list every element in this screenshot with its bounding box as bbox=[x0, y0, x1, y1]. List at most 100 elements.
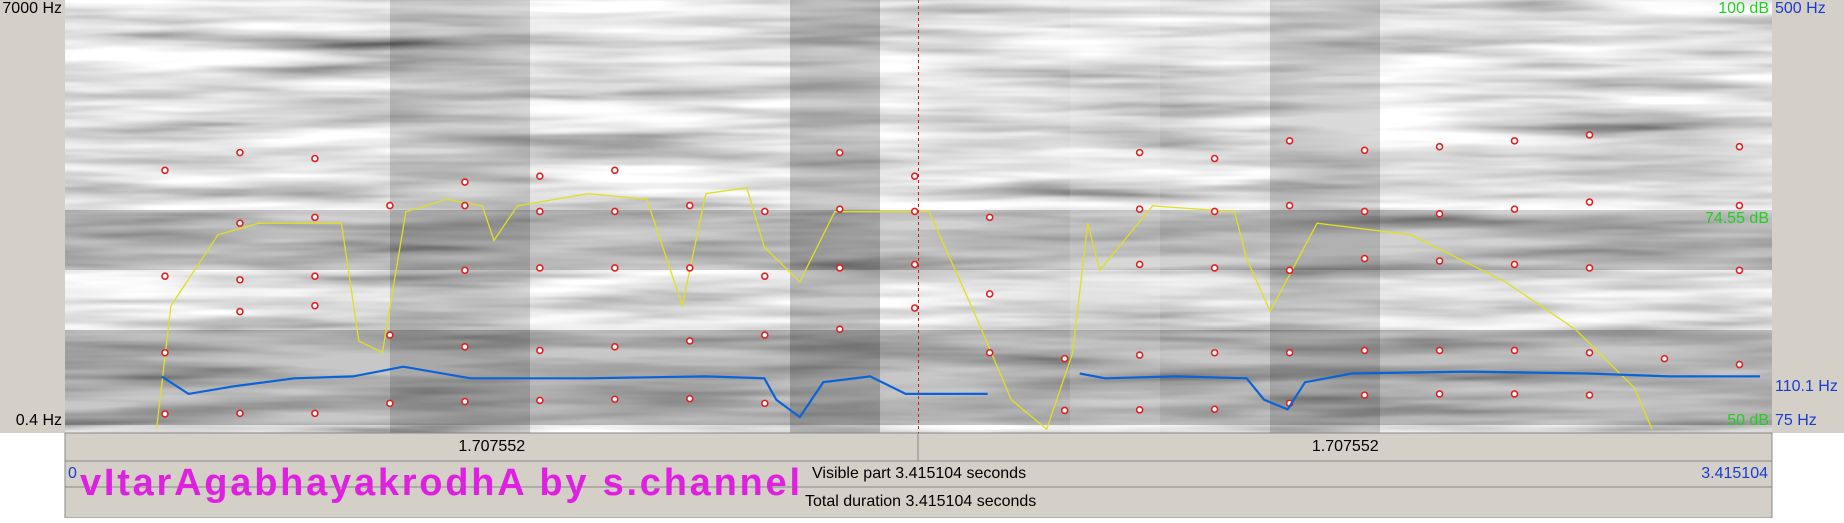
intensity-tick-label: 50 dB bbox=[1727, 412, 1769, 429]
formant-point bbox=[1510, 205, 1519, 213]
formant-point bbox=[611, 166, 619, 175]
formant-point bbox=[461, 266, 469, 275]
formant-point bbox=[760, 399, 769, 408]
formant-point bbox=[1585, 264, 1594, 272]
formant-point bbox=[1360, 391, 1369, 399]
pitch-curve bbox=[160, 365, 1760, 419]
formant-point bbox=[386, 331, 394, 339]
formant-point bbox=[1135, 351, 1144, 359]
formant-point bbox=[461, 201, 469, 210]
interval-label: 1.707552 bbox=[458, 438, 525, 455]
formant-point bbox=[1060, 354, 1069, 363]
formant-point bbox=[1135, 148, 1144, 157]
formant-point bbox=[1585, 131, 1594, 139]
formant-point bbox=[910, 260, 919, 269]
formant-point bbox=[1510, 260, 1519, 269]
formant-point bbox=[1360, 254, 1369, 263]
formant-point bbox=[1060, 406, 1069, 415]
formant-point bbox=[461, 343, 469, 351]
formant-point bbox=[236, 219, 244, 228]
visible-label: Visible part 3.415104 seconds bbox=[812, 465, 1026, 482]
formant-point bbox=[1285, 137, 1294, 145]
formant-point bbox=[835, 325, 844, 334]
formant-point bbox=[611, 264, 619, 272]
plot-layer bbox=[155, 131, 1760, 431]
intensity-tick-label: 100 dB bbox=[1718, 0, 1769, 17]
formant-point bbox=[161, 166, 169, 175]
formant-point bbox=[311, 272, 319, 281]
formant-point bbox=[611, 343, 619, 351]
window-start: 0 bbox=[68, 465, 77, 482]
formant-point bbox=[386, 399, 394, 408]
interval-label: 1.707552 bbox=[1312, 438, 1379, 455]
formant-point bbox=[760, 272, 769, 281]
formant-point bbox=[835, 205, 844, 213]
formant-point bbox=[1285, 348, 1294, 357]
formant-point bbox=[685, 394, 694, 403]
formant-point bbox=[311, 409, 319, 418]
formant-point bbox=[910, 172, 919, 180]
formant-point bbox=[1735, 201, 1744, 210]
formant-point bbox=[461, 178, 469, 186]
formant-point bbox=[236, 409, 244, 418]
formant-point bbox=[611, 207, 619, 216]
right-panel bbox=[1772, 0, 1844, 433]
formant-point bbox=[236, 307, 244, 316]
pitch-tick-label: 75 Hz bbox=[1775, 412, 1817, 429]
formant-point bbox=[1135, 260, 1144, 269]
formant-point bbox=[1435, 210, 1444, 218]
formant-point bbox=[1135, 406, 1144, 414]
pitch-tick-label: 110.1 Hz bbox=[1775, 378, 1838, 395]
visible-bar bbox=[64, 460, 1773, 488]
formant-point bbox=[685, 201, 694, 210]
formant-point bbox=[1360, 346, 1369, 355]
formant-point bbox=[1210, 154, 1219, 163]
formant-point bbox=[1660, 354, 1669, 363]
pitch-tick-label: 500 Hz bbox=[1775, 0, 1826, 17]
formant-point bbox=[1735, 142, 1744, 151]
formant-point bbox=[536, 207, 544, 216]
total-bar bbox=[64, 486, 1773, 519]
formant-point bbox=[536, 396, 544, 405]
formant-point bbox=[236, 148, 244, 157]
formant-point bbox=[985, 290, 994, 298]
formant-point bbox=[910, 304, 919, 312]
formant-point bbox=[835, 264, 844, 272]
formant-point bbox=[1585, 391, 1594, 399]
formant-point bbox=[311, 301, 319, 310]
formant-point bbox=[1585, 198, 1594, 206]
formant-point bbox=[1210, 348, 1219, 357]
y-tick-label: 0.4 Hz bbox=[16, 412, 62, 429]
y-tick-label: 7000 Hz bbox=[2, 0, 62, 17]
formant-point bbox=[1510, 137, 1519, 145]
formant-point bbox=[1210, 405, 1219, 414]
formant-point bbox=[461, 397, 469, 406]
formant-point bbox=[835, 148, 844, 157]
formant-point bbox=[1435, 390, 1444, 398]
formant-point bbox=[685, 264, 694, 272]
formant-point bbox=[1285, 266, 1294, 275]
formant-point bbox=[611, 395, 619, 404]
formant-point bbox=[236, 275, 244, 284]
formant-point bbox=[1360, 146, 1369, 155]
left-panel bbox=[0, 0, 65, 433]
formant-point bbox=[685, 337, 694, 345]
formant-point bbox=[1360, 207, 1369, 216]
formant-point bbox=[161, 410, 169, 418]
formant-point bbox=[1510, 390, 1519, 398]
formant-point bbox=[985, 348, 994, 357]
formant-point bbox=[536, 264, 544, 272]
formant-point bbox=[536, 346, 544, 355]
formant-point bbox=[1510, 346, 1519, 355]
formant-point bbox=[311, 213, 319, 222]
formant-point bbox=[985, 213, 994, 222]
formant-point bbox=[1735, 360, 1744, 369]
title: vItarAgabhayakrodhA by s.channel bbox=[80, 462, 800, 504]
window-end: 3.415104 bbox=[1701, 465, 1768, 482]
formant-point bbox=[1135, 205, 1144, 213]
formant-point bbox=[1210, 207, 1219, 216]
intensity-tick-label: 74.55 dB bbox=[1705, 210, 1769, 227]
formant-point bbox=[536, 172, 544, 180]
formant-point bbox=[161, 348, 169, 357]
